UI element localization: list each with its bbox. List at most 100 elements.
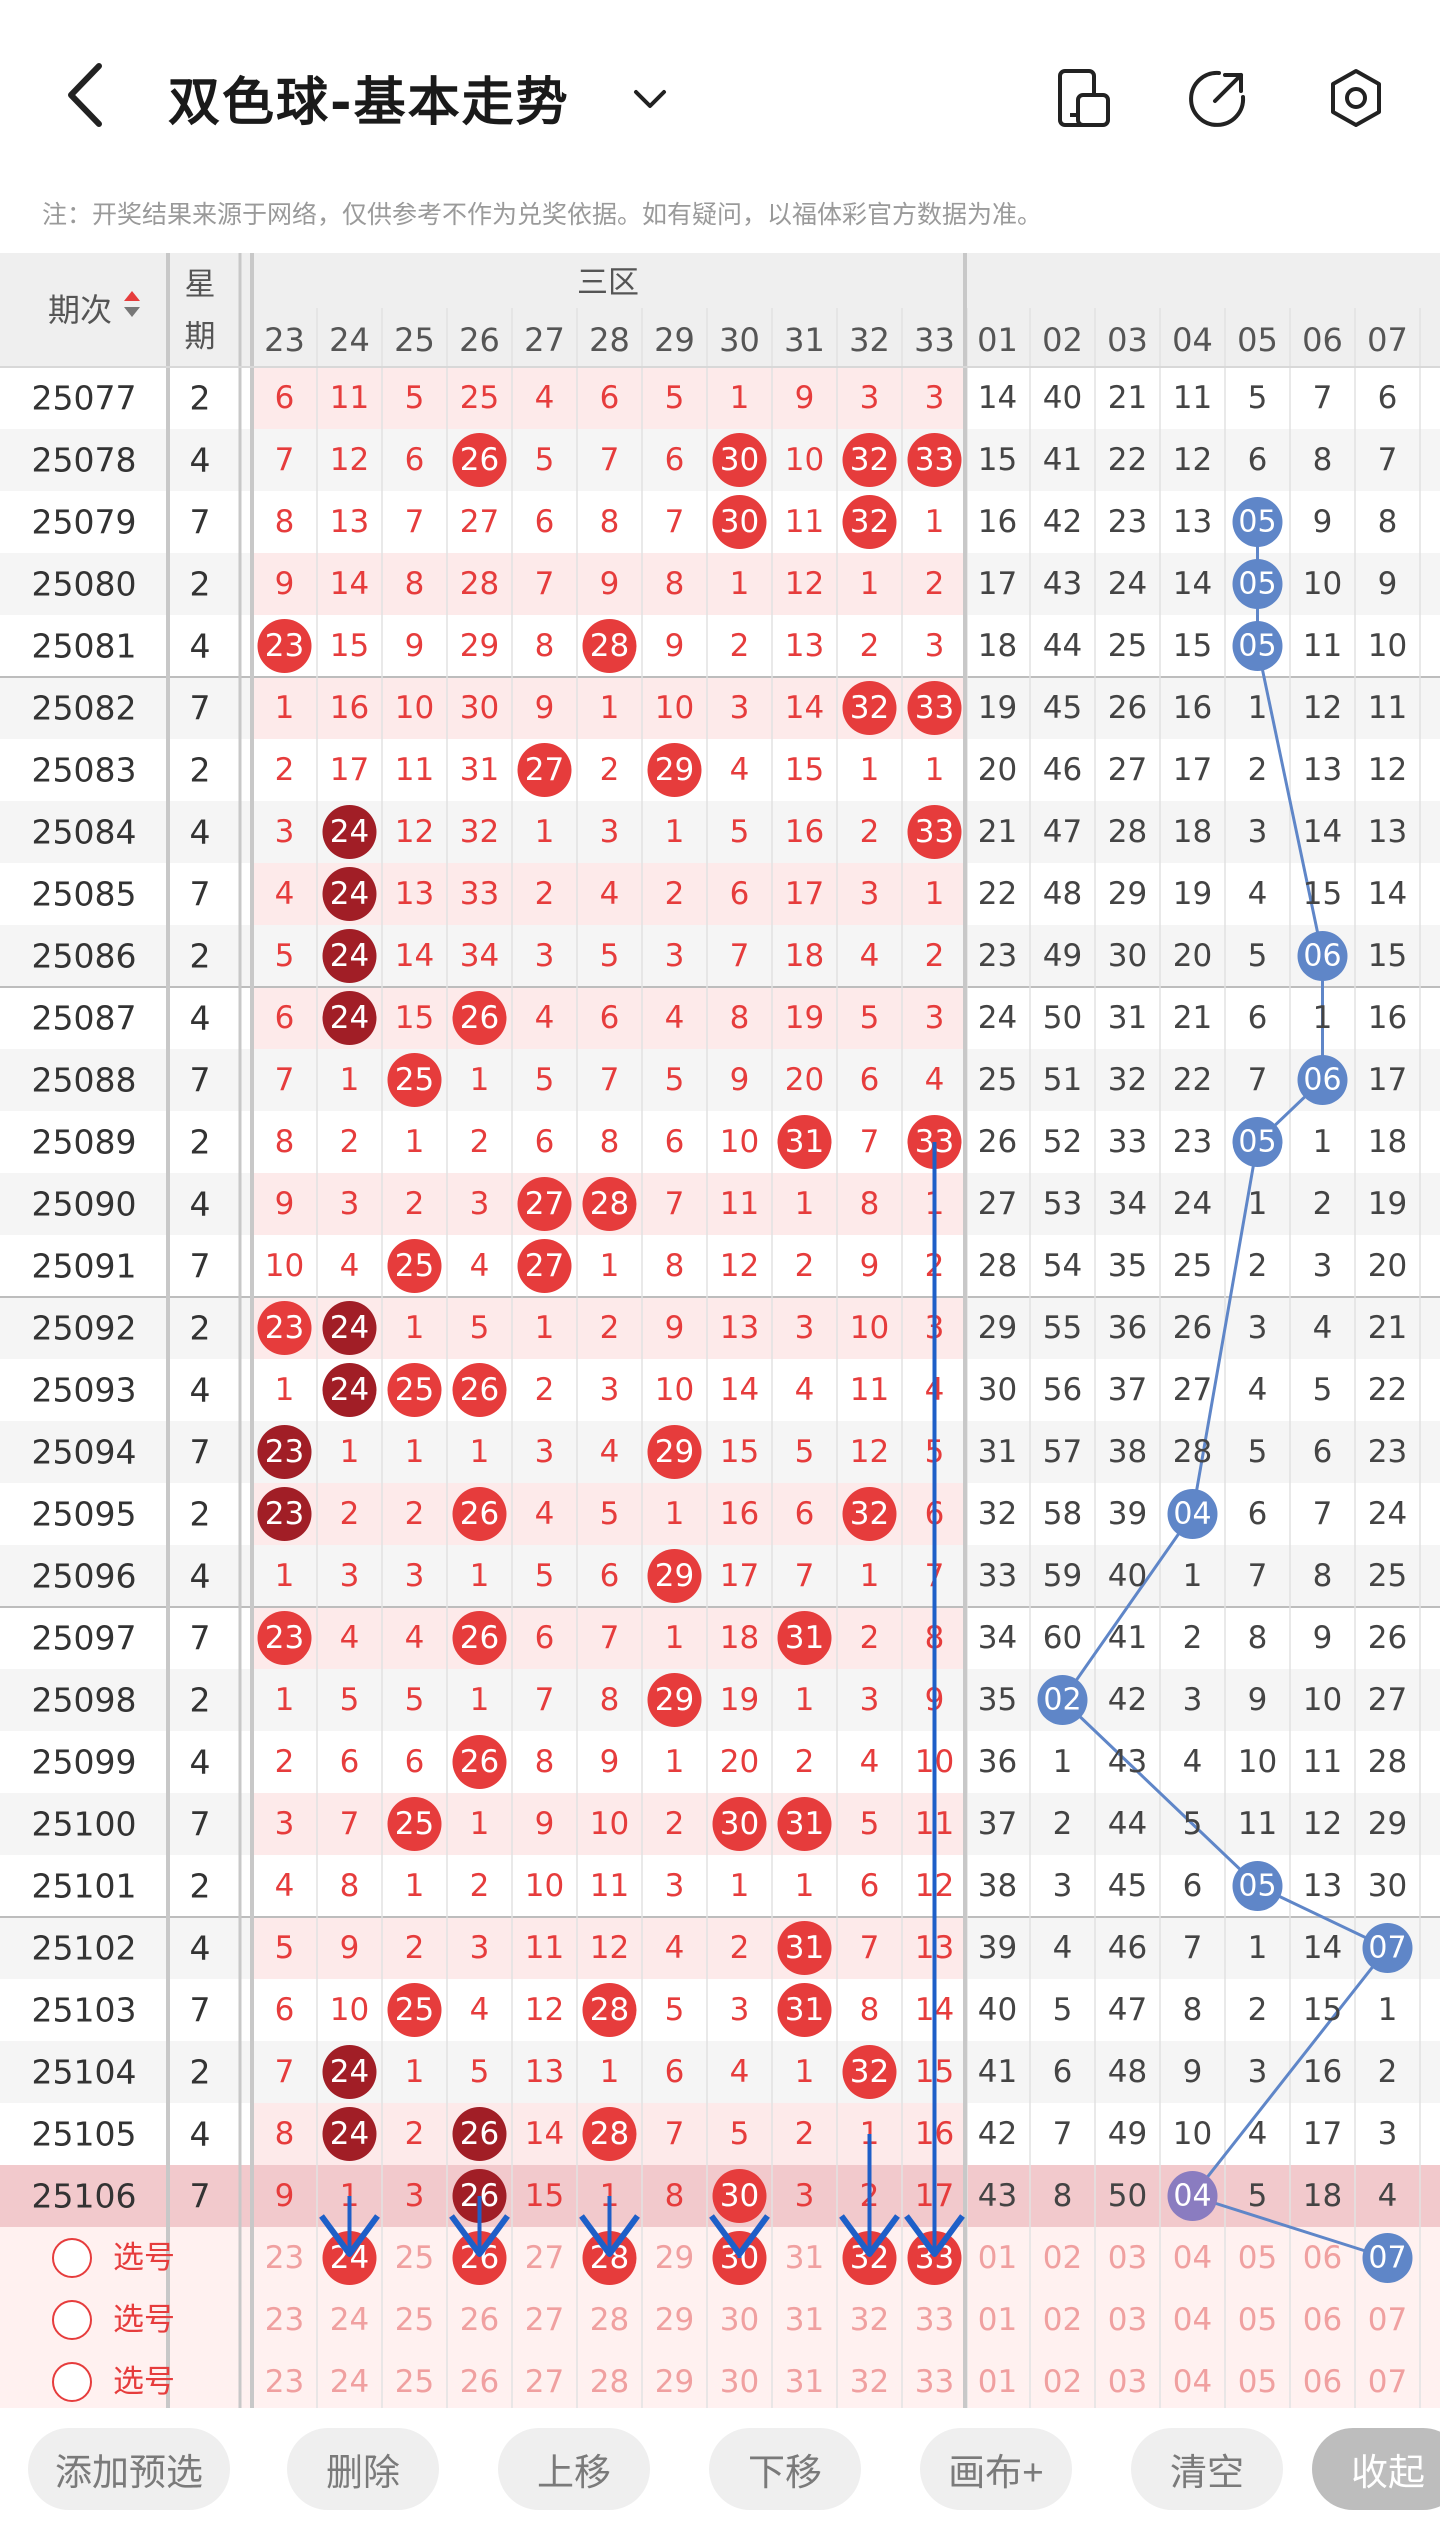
move-down-button[interactable]: 下移 (709, 2428, 861, 2510)
red-miss-count: 3 (795, 1310, 815, 1346)
blue-miss-count: 17 (1173, 752, 1212, 788)
weekday-cell: 4 (190, 627, 211, 666)
blue-miss-count: 29 (1368, 1806, 1407, 1842)
period-cell: 25090 (32, 1185, 137, 1224)
pick-red-number: 28 (590, 2302, 629, 2338)
blue-miss-count: 28 (978, 1248, 1017, 1284)
weekday-cell: 4 (190, 813, 211, 852)
red-ball (517, 743, 572, 797)
weekday-cell: 7 (190, 875, 211, 914)
blue-miss-count: 8 (1053, 2178, 1073, 2214)
pick-blue-number: 06 (1303, 2302, 1342, 2338)
red-miss-count: 5 (730, 814, 750, 850)
blue-miss-count: 26 (1368, 1620, 1407, 1656)
sort-down-icon (124, 307, 140, 317)
table-row (0, 801, 1440, 863)
red-miss-count: 1 (535, 1310, 555, 1346)
blue-miss-count: 26 (978, 1124, 1017, 1160)
red-ball (387, 1797, 442, 1851)
red-ball-number: 28 (590, 1186, 629, 1222)
red-miss-count: 5 (600, 1496, 620, 1532)
red-ball-number: 29 (655, 752, 694, 788)
pick-red-number: 30 (720, 2302, 759, 2338)
weekday-cell: 4 (190, 2115, 211, 2154)
blue-miss-count: 21 (978, 814, 1017, 850)
red-miss-count: 7 (275, 2054, 295, 2090)
pick-blue-number: 07 (1368, 2302, 1407, 2338)
bottom-toolbar: 添加预选 删除 上移 下移 画布+ 清空 收起 (0, 2408, 1440, 2537)
red-ball (842, 495, 897, 549)
blue-miss-count: 14 (1303, 1930, 1342, 1966)
period-cell: 25087 (32, 999, 137, 1038)
red-miss-count: 3 (665, 938, 685, 974)
red-miss-count: 8 (405, 566, 425, 602)
blue-miss-count: 33 (978, 1558, 1017, 1594)
phone-landscape-icon[interactable] (1045, 60, 1120, 135)
red-ball-number: 23 (265, 1620, 304, 1656)
move-up-button[interactable]: 上移 (498, 2428, 650, 2510)
period-cell: 25097 (32, 1619, 137, 1658)
red-ball (712, 1797, 767, 1851)
blue-ball-number: 05 (1238, 1869, 1276, 1904)
red-ball (777, 1797, 832, 1851)
blue-ball (1232, 1861, 1283, 1911)
blue-miss-count: 3 (1378, 2116, 1398, 2152)
blue-miss-count: 36 (978, 1744, 1017, 1780)
red-ball-number: 33 (915, 442, 954, 478)
red-miss-count: 4 (860, 1744, 880, 1780)
delete-button[interactable]: 删除 (287, 2428, 439, 2510)
pick-blue-number: 04 (1173, 2364, 1212, 2400)
blue-miss-count: 25 (978, 1062, 1017, 1098)
blue-ball (1232, 497, 1283, 547)
red-ball-number: 26 (460, 1372, 499, 1408)
red-miss-count: 10 (655, 690, 694, 726)
blue-miss-count: 28 (1108, 814, 1147, 850)
red-miss-count: 3 (925, 1000, 945, 1036)
blue-miss-count: 9 (1378, 566, 1398, 602)
red-miss-count: 8 (535, 628, 555, 664)
red-miss-count: 1 (730, 566, 750, 602)
red-miss-count: 15 (785, 752, 824, 788)
back-icon[interactable] (50, 55, 120, 135)
red-miss-count: 6 (600, 1558, 620, 1594)
weekday-header-2: 期 (185, 319, 216, 355)
row-tint (252, 1917, 965, 1979)
red-ball-number: 26 (460, 1620, 499, 1656)
blue-miss-count: 6 (1183, 1868, 1203, 1904)
share-icon[interactable] (1180, 60, 1255, 135)
blue-miss-count: 3 (1313, 1248, 1333, 1284)
blue-miss-count: 4 (1248, 2116, 1268, 2152)
blue-miss-count: 15 (1173, 628, 1212, 664)
blue-miss-count: 5 (1183, 1806, 1203, 1842)
pick-blue-number: 03 (1108, 2302, 1147, 2338)
blue-miss-count: 6 (1248, 1000, 1268, 1036)
red-col-header: 23 (264, 321, 305, 359)
red-miss-count: 12 (590, 1930, 629, 1966)
collapse-button[interactable]: 收起 (1312, 2428, 1440, 2510)
red-ball (452, 1487, 507, 1541)
settings-icon[interactable] (1318, 60, 1393, 135)
red-miss-count: 2 (405, 1496, 425, 1532)
add-preselect-button[interactable]: 添加预选 (28, 2428, 230, 2510)
red-miss-count: 5 (535, 1062, 555, 1098)
red-miss-count: 1 (340, 1434, 360, 1470)
red-miss-count: 6 (665, 2054, 685, 2090)
chevron-down-icon[interactable] (620, 70, 680, 130)
red-miss-count: 1 (600, 1248, 620, 1284)
red-miss-count: 27 (460, 504, 499, 540)
row-tint (252, 1607, 965, 1669)
blue-miss-count: 16 (1368, 1000, 1407, 1036)
blue-miss-count: 35 (978, 1682, 1017, 1718)
blue-ball-number: 06 (1303, 1063, 1341, 1098)
pick-red-number: 32 (850, 2302, 889, 2338)
blue-miss-count: 14 (1368, 876, 1407, 912)
page-title[interactable]: 双色球-基本走势 (168, 73, 570, 133)
red-ball (582, 1177, 637, 1231)
clear-button[interactable]: 清空 (1131, 2428, 1283, 2510)
blue-miss-count: 10 (1238, 1744, 1277, 1780)
blue-miss-count: 50 (1108, 2178, 1147, 2214)
red-ball-number: 24 (330, 2116, 369, 2152)
canvas-plus-button[interactable]: 画布+ (920, 2428, 1072, 2510)
blue-miss-count: 24 (1108, 566, 1147, 602)
red-ball (907, 805, 962, 859)
